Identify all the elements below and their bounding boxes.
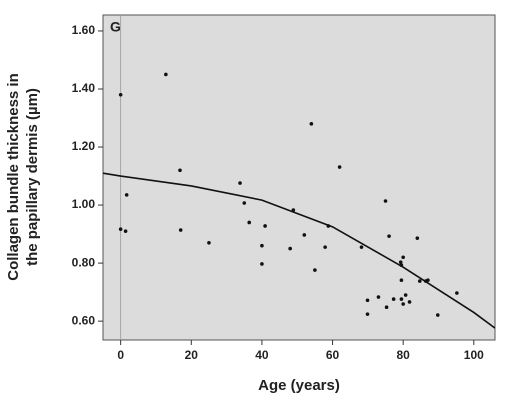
y-axis-title: Collagen bundle thickness in: [5, 73, 22, 281]
point: [124, 193, 129, 197]
point: [391, 297, 396, 301]
point: [260, 243, 264, 248]
point: [242, 201, 247, 205]
point: [399, 278, 404, 283]
point: [313, 268, 317, 272]
point: [399, 263, 404, 267]
y-tick-label: 0.60: [72, 313, 96, 327]
point: [387, 234, 391, 238]
point: [365, 312, 370, 316]
point: [263, 224, 267, 228]
plot-area: [102, 14, 496, 341]
point: [123, 229, 128, 233]
point: [323, 245, 327, 249]
y-tick-label: 1.60: [72, 23, 96, 37]
x-axis-title: Age (years): [258, 377, 340, 394]
point: [384, 305, 389, 310]
y-tick-label: 0.80: [72, 255, 96, 269]
point: [455, 291, 459, 295]
point: [365, 298, 370, 303]
point: [247, 220, 252, 225]
point: [399, 297, 404, 301]
point: [376, 295, 381, 299]
point: [178, 168, 182, 173]
point: [401, 302, 405, 306]
point: [309, 122, 314, 126]
point: [178, 228, 183, 232]
point: [435, 313, 440, 317]
point: [207, 240, 211, 245]
point: [359, 245, 364, 249]
y-axis-title: the papillary dermis (µm): [24, 88, 41, 266]
point: [415, 236, 420, 240]
panel-label: G: [110, 19, 121, 35]
x-tick-label: 20: [185, 348, 199, 362]
point: [383, 199, 388, 203]
point: [288, 246, 292, 251]
point: [164, 72, 168, 77]
fit-curve: [103, 172, 495, 329]
point: [260, 262, 264, 266]
point: [291, 208, 296, 212]
point: [326, 224, 331, 228]
point: [118, 92, 123, 97]
point: [426, 278, 430, 283]
point: [403, 293, 408, 297]
x-tick-label: 40: [255, 348, 269, 362]
y-tick-label: 1.40: [72, 81, 96, 95]
y-tick-label: 1.20: [72, 139, 96, 153]
point: [398, 260, 403, 265]
x-tick-label: 0: [117, 348, 124, 362]
point: [302, 233, 307, 237]
x-tick-label: 80: [397, 348, 411, 362]
point: [401, 255, 405, 260]
point: [407, 300, 412, 304]
y-tick-label: 1.00: [72, 197, 96, 211]
point: [118, 227, 123, 231]
x-tick-label: 100: [464, 348, 484, 362]
point: [337, 165, 342, 169]
point: [417, 279, 422, 283]
point: [238, 181, 242, 185]
x-tick-label: 60: [326, 348, 340, 362]
